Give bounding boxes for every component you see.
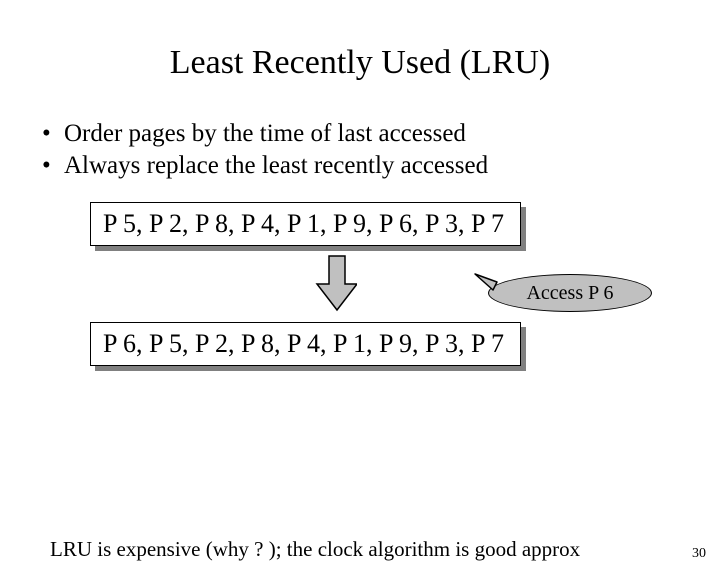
sequence-before-box: P 5, P 2, P 8, P 4, P 1, P 9, P 6, P 3, … — [90, 202, 720, 246]
bullet-item: • Always replace the least recently acce… — [42, 152, 680, 180]
bullet-list: • Order pages by the time of last access… — [42, 120, 680, 180]
callout-label: Access P 6 — [526, 282, 613, 305]
transition-row: Access P 6 — [90, 246, 720, 316]
access-callout: Access P 6 — [488, 274, 652, 312]
down-arrow-icon — [315, 254, 357, 317]
page-number: 30 — [692, 546, 706, 562]
bullet-item: • Order pages by the time of last access… — [42, 120, 680, 148]
bullet-text: Order pages by the time of last accessed — [64, 120, 466, 148]
bullet-marker: • — [42, 152, 64, 180]
callout-tail-icon — [473, 272, 503, 294]
sequence-after-box: P 6, P 5, P 2, P 8, P 4, P 1, P 9, P 3, … — [90, 322, 720, 366]
sequence-after-text: P 6, P 5, P 2, P 8, P 4, P 1, P 9, P 3, … — [90, 322, 521, 366]
sequence-before-text: P 5, P 2, P 8, P 4, P 1, P 9, P 6, P 3, … — [90, 202, 521, 246]
bullet-marker: • — [42, 120, 64, 148]
bullet-text: Always replace the least recently access… — [64, 152, 488, 180]
slide-title: Least Recently Used (LRU) — [0, 44, 720, 82]
footer-note: LRU is expensive (why ? ); the clock alg… — [50, 537, 580, 562]
